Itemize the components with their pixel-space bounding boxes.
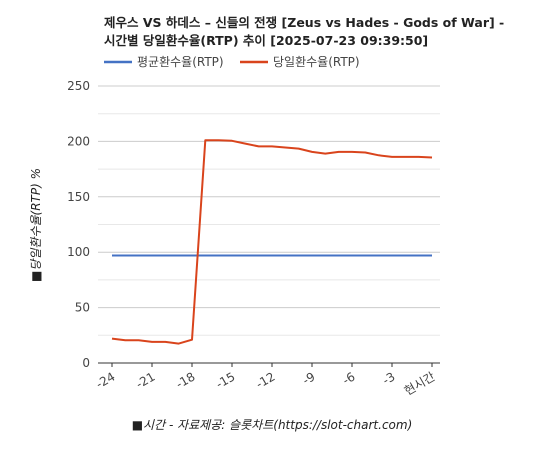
legend-label-daily: 당일환수율(RTP) bbox=[273, 55, 360, 69]
x-tick-label: -21 bbox=[134, 369, 158, 391]
legend: 평균환수율(RTP) 당일환수율(RTP) bbox=[104, 55, 360, 69]
y-tick-label: 150 bbox=[67, 190, 90, 204]
x-axis-ticks: -24 -21 -18 -15 -12 -9 -6 -3 현시간 bbox=[94, 363, 438, 398]
x-tick-label: -12 bbox=[254, 369, 278, 391]
y-tick-label: 200 bbox=[67, 134, 90, 148]
series-line-daily-rtp bbox=[111, 139, 433, 345]
x-tick-label: -15 bbox=[214, 369, 238, 391]
x-tick-label: -18 bbox=[174, 369, 198, 391]
chart-title: 제우스 VS 하데스 – 신들의 전쟁 [Zeus vs Hades - God… bbox=[104, 15, 504, 48]
y-axis-label: ■당일환수율(RTP) % bbox=[29, 168, 43, 282]
y-tick-label: 0 bbox=[82, 356, 90, 370]
x-tick-label: -24 bbox=[94, 369, 118, 391]
y-tick-label: 250 bbox=[67, 79, 90, 93]
series-layer bbox=[111, 139, 433, 345]
chart-title-line-1: 제우스 VS 하데스 – 신들의 전쟁 [Zeus vs Hades - God… bbox=[104, 15, 504, 30]
y-axis-ticks: 0 50 100 150 200 250 bbox=[67, 79, 90, 370]
x-tick-label: -6 bbox=[340, 369, 357, 387]
x-tick-label: -9 bbox=[300, 369, 317, 387]
grid bbox=[98, 85, 440, 364]
legend-label-average: 평균환수율(RTP) bbox=[137, 55, 224, 69]
chart-title-line-2: 시간별 당일환수율(RTP) 추이 [2025-07-23 09:39:50] bbox=[104, 33, 428, 48]
y-tick-label: 100 bbox=[67, 245, 90, 259]
y-tick-label: 50 bbox=[75, 301, 90, 315]
x-axis-label: ■시간 - 자료제공: 슬롯차트(https://slot-chart.com) bbox=[132, 418, 413, 432]
x-tick-label: -3 bbox=[380, 369, 397, 387]
x-tick-label: 현시간 bbox=[402, 369, 438, 398]
